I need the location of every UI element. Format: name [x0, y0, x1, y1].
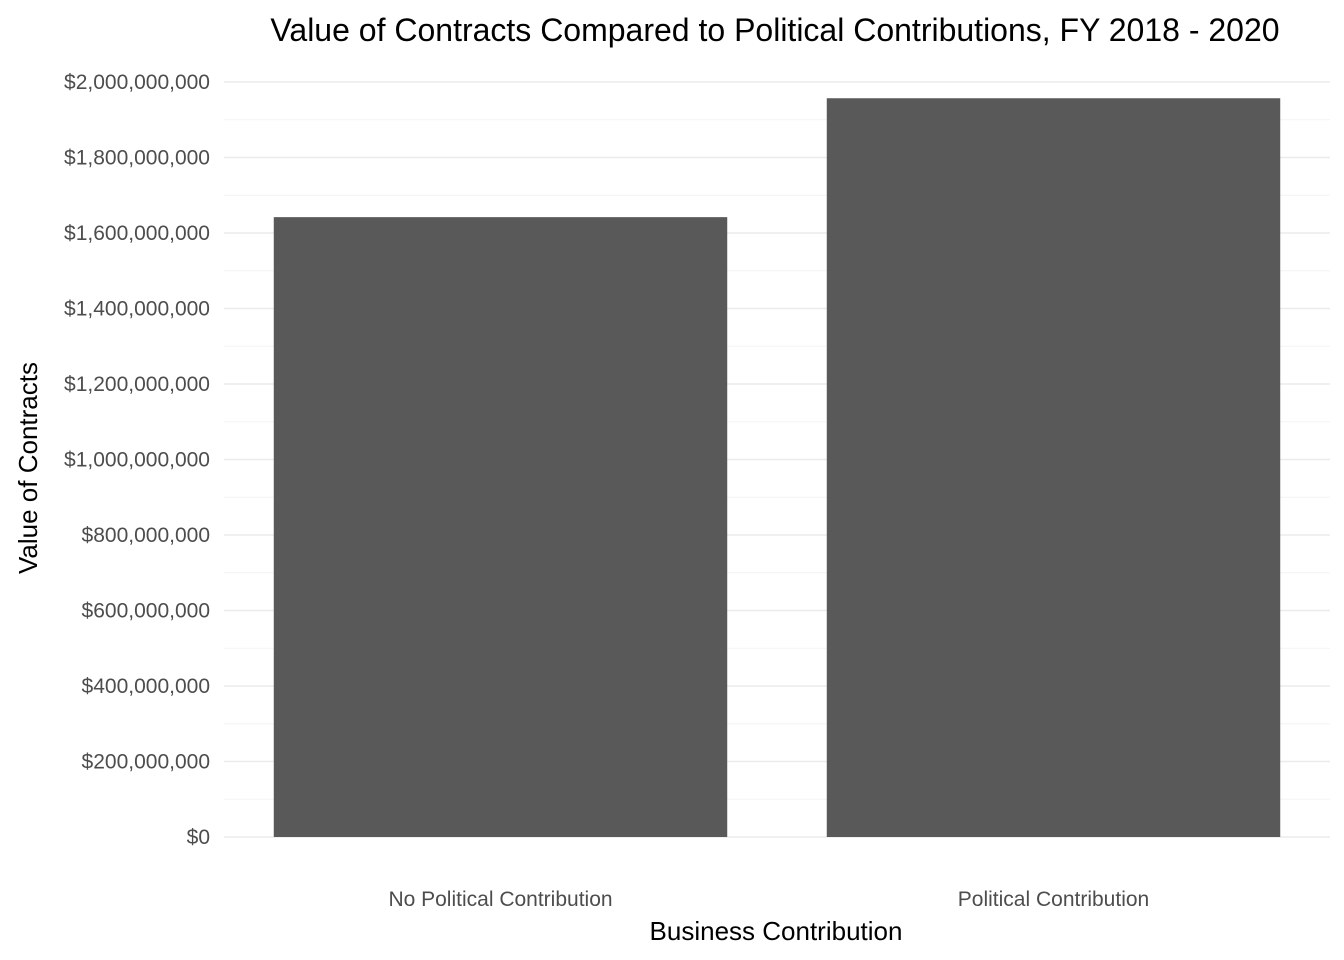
y-tick-label: $1,600,000,000	[64, 222, 210, 245]
y-tick-label: $800,000,000	[82, 524, 210, 547]
bar	[826, 98, 1281, 838]
bar	[273, 217, 728, 837]
x-tick-label: No Political Contribution	[388, 888, 612, 911]
y-tick-label: $2,000,000,000	[64, 71, 210, 94]
y-axis-ticks: $0 $200,000,000 $400,000,000 $600,000,000 $8…	[64, 71, 210, 849]
y-tick-label: $400,000,000	[82, 675, 210, 698]
y-tick-label: $600,000,000	[82, 600, 210, 623]
x-axis-title: Business Contribution	[650, 916, 903, 946]
y-tick-label: $1,800,000,000	[64, 147, 210, 170]
y-tick-label: $1,000,000,000	[64, 449, 210, 472]
bars	[273, 98, 1281, 838]
y-axis-title: Value of Contracts	[13, 362, 43, 574]
y-tick-label: $200,000,000	[82, 751, 210, 774]
y-tick-label: $1,200,000,000	[64, 373, 210, 396]
x-axis-ticks: No Political Contribution Political Contr…	[388, 888, 1149, 911]
x-tick-label: Political Contribution	[958, 888, 1149, 911]
y-tick-label: $1,400,000,000	[64, 298, 210, 321]
y-tick-label: $0	[187, 826, 210, 849]
chart-title: Value of Contracts Compared to Political…	[270, 12, 1279, 48]
